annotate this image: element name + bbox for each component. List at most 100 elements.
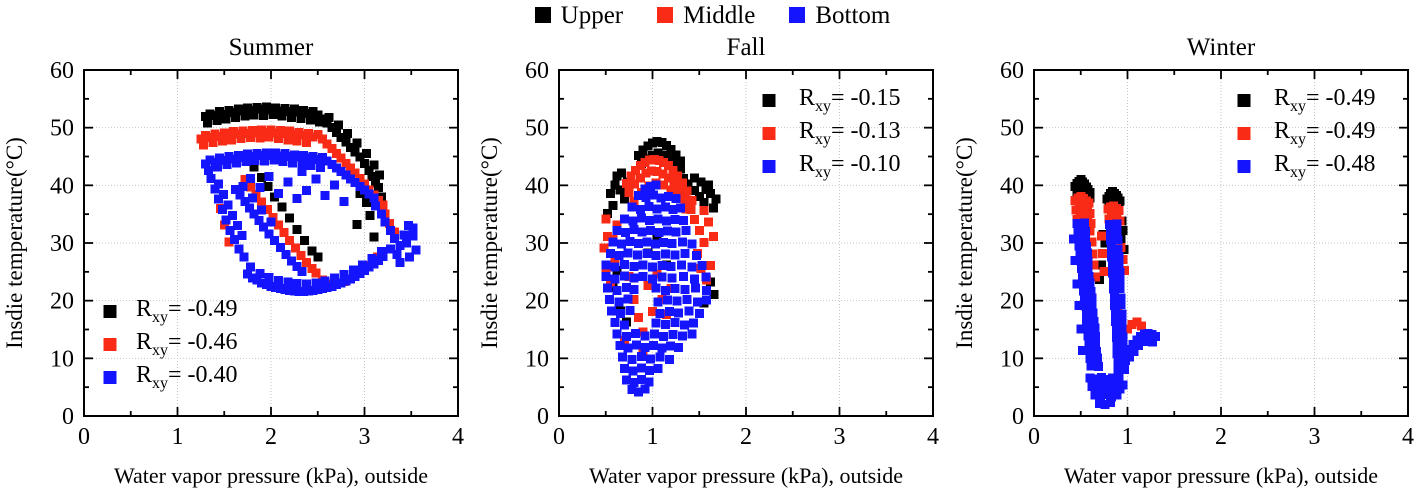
scatter-point	[311, 278, 321, 288]
scatter-point	[374, 195, 384, 205]
scatter-point	[603, 209, 613, 219]
scatter-point	[663, 191, 673, 201]
chart-title: Summer	[229, 34, 314, 61]
scatter-point	[642, 248, 652, 258]
scatter-point	[694, 225, 704, 235]
scatter-point	[625, 236, 635, 246]
scatter-point	[652, 137, 662, 147]
scatter-point	[623, 248, 633, 258]
scatter-point	[345, 163, 355, 173]
scatter-point	[285, 213, 295, 223]
y-tick-label: 40	[50, 173, 74, 199]
scatter-point	[311, 174, 321, 184]
scatter-point	[1112, 349, 1122, 359]
y-tick-label: 40	[525, 173, 549, 199]
scatter-point	[676, 260, 686, 270]
scatter-point	[677, 178, 687, 188]
scatter-point	[662, 141, 672, 151]
scatter-point	[662, 216, 672, 226]
scatter-point	[336, 166, 346, 176]
scatter-point	[199, 140, 209, 150]
scatter-point	[1085, 373, 1095, 383]
scatter-point	[658, 169, 668, 179]
scatter-point	[681, 225, 691, 235]
scatter-point	[247, 273, 257, 283]
scatter-point	[215, 153, 225, 163]
scatter-point	[296, 251, 306, 261]
scatter-point	[374, 170, 384, 180]
scatter-point	[341, 137, 351, 147]
scatter-point	[704, 180, 714, 190]
legend-item-middle: Middle	[657, 3, 755, 28]
scatter-series-bottom	[1068, 218, 1161, 409]
scatter-point	[657, 260, 667, 270]
scatter-point	[667, 273, 677, 283]
scatter-point	[355, 181, 365, 191]
scatter-point	[1116, 293, 1126, 303]
scatter-point	[648, 262, 657, 272]
scatter-point	[339, 196, 349, 206]
scatter-point	[322, 139, 332, 149]
scatter-point	[1108, 373, 1118, 383]
scatter-point	[621, 331, 631, 341]
scatter-point	[317, 114, 327, 124]
scatter-point	[610, 180, 620, 190]
rxy-legend-label: Rxy= -0.49	[136, 296, 238, 326]
scatter-point	[299, 105, 309, 115]
scatter-point	[1099, 266, 1109, 276]
scatter-point	[687, 239, 697, 249]
scatter-point	[612, 225, 622, 235]
scatter-point	[1117, 325, 1127, 335]
scatter-point	[1074, 300, 1084, 310]
scatter-point	[271, 148, 281, 158]
scatter-point	[221, 215, 231, 225]
scatter-point	[673, 171, 683, 181]
scatter-point	[227, 135, 237, 145]
scatter-point	[303, 128, 313, 138]
scatter-point	[364, 262, 374, 272]
scatter-point	[638, 347, 648, 357]
scatter-point	[308, 107, 318, 117]
scatter-point	[694, 308, 704, 318]
scatter-point	[333, 120, 343, 130]
scatter-point	[369, 193, 379, 203]
scatter-point	[1080, 226, 1090, 236]
scatter-point	[285, 236, 295, 246]
y-tick-label: 60	[525, 58, 549, 84]
scatter-point	[1129, 346, 1139, 356]
scatter-point	[361, 198, 371, 208]
scatter-point	[266, 125, 276, 135]
scatter-point	[210, 184, 220, 194]
scatter-point	[228, 210, 238, 220]
scatter-point	[287, 256, 297, 266]
scatter-point	[631, 329, 641, 339]
scatter-point	[657, 272, 667, 282]
scatter-point	[389, 233, 399, 243]
scatter-point	[666, 185, 676, 195]
scatter-point	[1076, 324, 1086, 334]
scatter-point	[599, 243, 609, 253]
scatter-point	[1106, 398, 1116, 408]
scatter-point	[297, 159, 307, 169]
scatter-point	[313, 285, 323, 295]
scatter-point	[360, 185, 369, 195]
scatter-point	[1085, 346, 1095, 356]
scatter-point	[233, 150, 243, 160]
scatter-point	[322, 282, 332, 292]
scatter-point	[266, 105, 276, 115]
scatter-point	[247, 105, 257, 115]
scatter-point	[601, 260, 611, 270]
scatter-point	[653, 148, 663, 158]
scatter-point	[285, 126, 295, 136]
scatter-point	[614, 297, 624, 307]
scatter-point	[285, 107, 295, 117]
scatter-point	[690, 274, 700, 284]
scatter-point	[1081, 316, 1091, 326]
scatter-point	[1123, 324, 1132, 334]
scatter-point	[330, 273, 340, 283]
scatter-point	[682, 186, 692, 196]
scatter-point	[1079, 286, 1089, 296]
scatter-point	[345, 174, 355, 184]
scatter-point	[1085, 278, 1095, 288]
scatter-point	[288, 158, 298, 168]
